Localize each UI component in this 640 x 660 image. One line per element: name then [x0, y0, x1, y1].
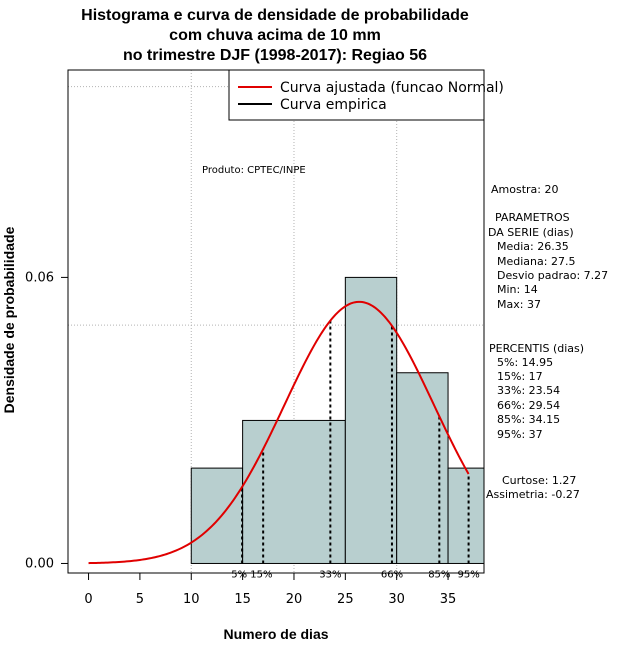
fit-curve-group [88, 300, 470, 565]
stats-line: Assimetria: -0.27 [486, 488, 580, 501]
fit-curve [88, 300, 470, 565]
stats-line: Mediana: 27.5 [497, 255, 575, 268]
histogram-bar [190, 467, 244, 564]
chart-title: Histograma e curva de densidade de proba… [81, 7, 469, 64]
stats-line: 95%: 37 [497, 428, 543, 441]
stats-line: Desvio padrao: 7.27 [497, 269, 608, 282]
percentile-label: 85% [428, 569, 450, 580]
title-line: Histograma e curva de densidade de proba… [81, 7, 469, 24]
x-tick-label: 0 [84, 592, 92, 607]
histogram-bar [447, 467, 484, 564]
percentile-label: 66% [381, 569, 403, 580]
x-tick-label: 35 [440, 592, 457, 607]
stats-line: 66%: 29.54 [497, 399, 560, 412]
y-tick-label: 0.00 [25, 556, 54, 571]
histogram-bar [396, 372, 449, 564]
x-tick-label: 5 [136, 592, 144, 607]
y-axis-title: Densidade de probabilidade [1, 226, 17, 413]
histogram-bars [190, 276, 484, 564]
product-note: Produto: CPTEC/INPE [202, 165, 306, 176]
x-tick-label: 30 [388, 592, 405, 607]
percentile-label: 5% 15% [231, 569, 272, 580]
stats-line: DA SERIE (dias) [488, 226, 574, 239]
stats-line: Max: 37 [497, 298, 541, 311]
stats-line: PARAMETROS [495, 211, 570, 224]
x-tick-label: 15 [234, 592, 251, 607]
stats-line: Amostra: 20 [491, 183, 558, 196]
percentile-label: 33% [319, 569, 341, 580]
stats-line: 85%: 34.15 [497, 413, 560, 426]
x-tick-label: 10 [183, 592, 200, 607]
y-tick-label: 0.06 [25, 270, 54, 285]
legend-label-fit: Curva ajustada (funcao Normal) [280, 80, 504, 96]
x-tick-label: 25 [337, 592, 354, 607]
legend-box [228, 69, 485, 121]
legend: Curva ajustada (funcao Normal)Curva empi… [228, 69, 504, 121]
stats-line: Media: 26.35 [497, 240, 569, 253]
histogram-bar [242, 419, 346, 564]
x-tick-label: 20 [286, 592, 303, 607]
x-axis-title: Numero de dias [223, 626, 328, 642]
stats-line: 15%: 17 [497, 370, 543, 383]
stats-line: 33%: 23.54 [497, 384, 560, 397]
stats-line: 5%: 14.95 [497, 356, 553, 369]
title-line: com chuva acima de 10 mm [169, 27, 381, 44]
stats-line: PERCENTIS (dias) [489, 342, 584, 355]
product-note-group: Produto: CPTEC/INPE [202, 165, 306, 176]
title-line: no trimestre DJF (1998-2017): Regiao 56 [123, 47, 427, 64]
percentile-lines: 5% 15% 33% 66% 85% 95% [231, 320, 480, 580]
stats-line: Min: 14 [497, 283, 538, 296]
percentile-label: 95% [457, 569, 479, 580]
stats-line: Curtose: 1.27 [502, 474, 576, 487]
legend-label-empirical: Curva empirica [280, 97, 387, 113]
